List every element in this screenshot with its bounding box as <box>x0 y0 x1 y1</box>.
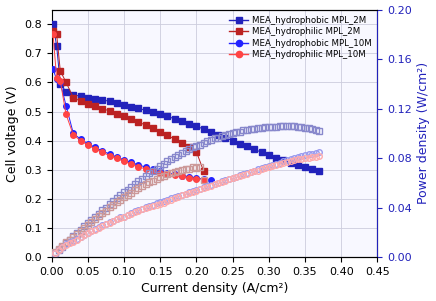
X-axis label: Current density (A/cm²): Current density (A/cm²) <box>141 282 288 296</box>
Legend: MEA_hydrophobic MPL_2M, MEA_hydrophilic MPL_2M, MEA_hydrophobic MPL_10M, MEA_hyd: MEA_hydrophobic MPL_2M, MEA_hydrophilic … <box>228 14 373 61</box>
Y-axis label: Power density (W/cm²): Power density (W/cm²) <box>417 62 430 204</box>
Y-axis label: Cell voltage (V): Cell voltage (V) <box>6 85 19 182</box>
